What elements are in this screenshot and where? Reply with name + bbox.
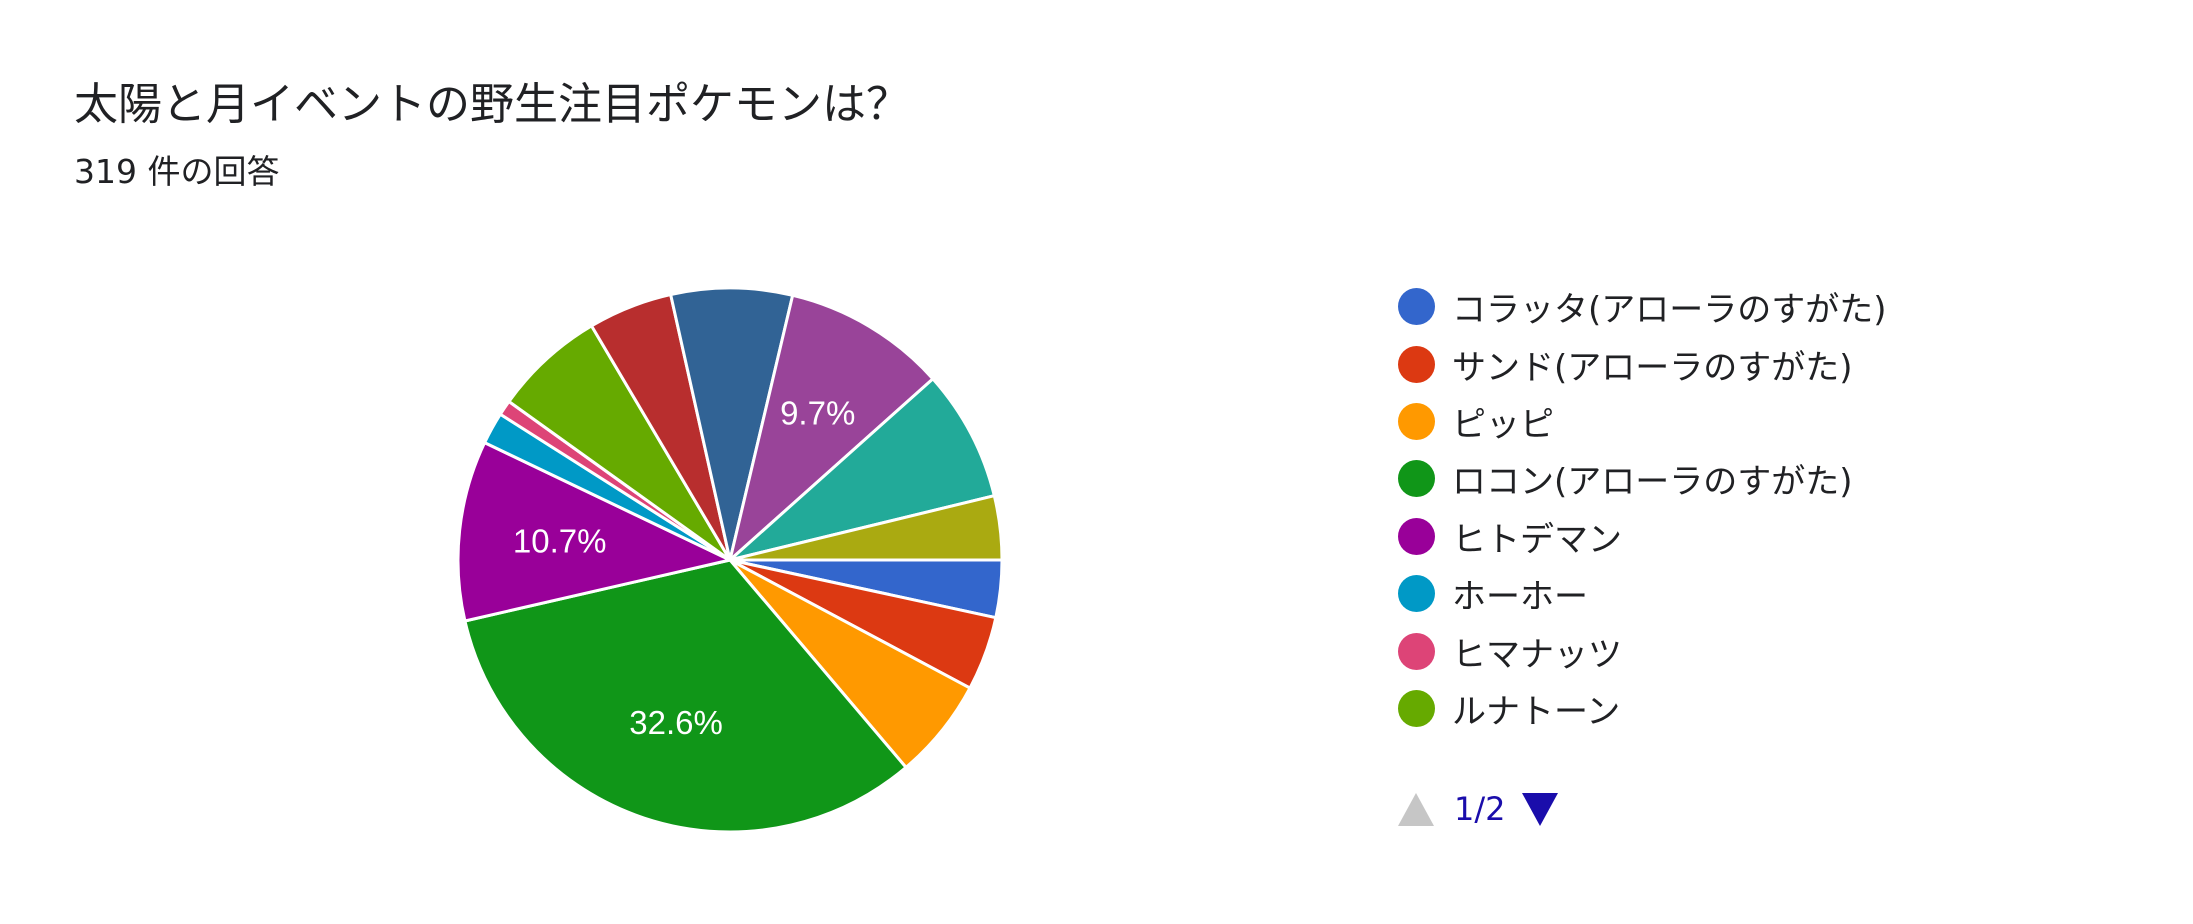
- pager-page-indicator: 1/2: [1454, 790, 1506, 828]
- pie-slice[interactable]: [728, 293, 935, 562]
- pie-slice[interactable]: [669, 286, 795, 562]
- legend-item[interactable]: ルナトーン: [1398, 680, 1887, 737]
- legend-label: ホーホー: [1452, 577, 1588, 618]
- legend-swatch-icon: [1398, 575, 1435, 613]
- triangle-down-icon[interactable]: [1521, 792, 1558, 826]
- legend-label: サンド(アローラのすがた): [1452, 347, 1853, 388]
- legend-swatch-icon: [1398, 288, 1435, 326]
- legend-swatch-icon: [1398, 345, 1435, 383]
- legend-label: コラッタ(アローラのすがた): [1452, 290, 1887, 331]
- legend-swatch-icon: [1398, 402, 1435, 440]
- pie-slice[interactable]: [728, 494, 1004, 562]
- legend-label: ヒトデマン: [1452, 519, 1622, 560]
- legend-label: ロコン(アローラのすがた): [1452, 462, 1853, 503]
- legend-item[interactable]: ヒトデマン: [1398, 508, 1887, 565]
- pie-chart: 32.6% 10.7% 9.7%: [456, 286, 1004, 834]
- legend-swatch-icon: [1398, 517, 1435, 555]
- legend-swatch-icon: [1398, 632, 1435, 670]
- legend-label: ピッピ: [1452, 404, 1554, 445]
- slice-percent-label: 32.6%: [629, 704, 723, 741]
- pie-slice[interactable]: [463, 558, 908, 834]
- legend-item[interactable]: ロコン(アローラのすがた): [1398, 450, 1887, 507]
- legend-pager: 1/2: [1398, 787, 1558, 831]
- slice-percent-label: 9.7%: [780, 394, 855, 431]
- response-count: 319 件の回答: [74, 152, 280, 191]
- pie-slice[interactable]: [456, 441, 732, 623]
- pie-slice[interactable]: [507, 324, 732, 562]
- legend-swatch-icon: [1398, 460, 1435, 498]
- legend-item[interactable]: コラッタ(アローラのすがた): [1398, 278, 1887, 335]
- legend-item[interactable]: ピッピ: [1398, 393, 1887, 450]
- legend-swatch-icon: [1398, 689, 1435, 727]
- pie-slice[interactable]: [728, 377, 996, 562]
- chart-title: 太陽と月イベントの野生注目ポケモンは？: [74, 79, 910, 130]
- legend-label: ルナトーン: [1452, 691, 1621, 732]
- triangle-up-icon: [1398, 792, 1434, 826]
- legend-item[interactable]: サンド(アローラのすがた): [1398, 335, 1887, 392]
- legend-item[interactable]: ホーホー: [1398, 565, 1887, 622]
- legend-item[interactable]: ヒマナッツ: [1398, 622, 1887, 679]
- legend-label: ヒマナッツ: [1452, 634, 1622, 675]
- legend: コラッタ(アローラのすがた) サンド(アローラのすがた) ピッピ ロコン(アロー…: [1398, 278, 1887, 737]
- slice-percent-label: 10.7%: [513, 523, 607, 560]
